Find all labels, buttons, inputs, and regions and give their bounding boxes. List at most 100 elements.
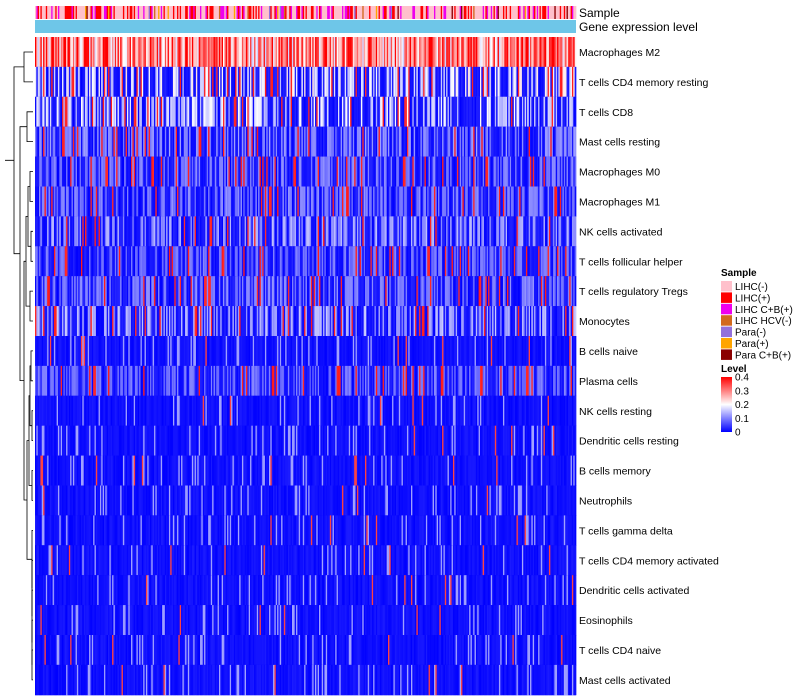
heatmap-cell: [57, 66, 60, 98]
heatmap-cell: [438, 246, 440, 277]
heatmap-cell: [128, 66, 131, 98]
heatmap-cell: [304, 156, 306, 187]
sample-track-cell: [523, 6, 525, 19]
heatmap-cell: [574, 156, 577, 187]
heatmap-cell: [312, 126, 314, 157]
heatmap-cell: [314, 96, 317, 128]
heatmap-cell: [551, 336, 554, 367]
heatmap-cell: [398, 186, 401, 217]
heatmap-cell: [35, 156, 37, 187]
heatmap-cell: [62, 306, 64, 337]
heatmap-cell: [45, 365, 48, 397]
heatmap-cell: [336, 186, 339, 217]
sample-track-cell: [255, 6, 258, 19]
sample-track-cell: [97, 6, 99, 19]
heatmap-cell: [412, 126, 415, 157]
heatmap-cell: [421, 186, 424, 217]
heatmap-cell: [310, 246, 313, 277]
heatmap-cell: [331, 66, 333, 98]
heatmap-cell: [438, 126, 440, 157]
heatmap-cell: [571, 37, 574, 68]
sample-track-cell: [313, 6, 316, 19]
heatmap-cell: [254, 216, 256, 247]
sample-track-cell: [267, 6, 270, 19]
heatmap-cell: [214, 156, 217, 187]
heatmap-cell: [35, 276, 37, 307]
heatmap-cell: [250, 246, 252, 277]
heatmap-cell: [562, 336, 565, 367]
sample-track-cell: [91, 6, 94, 19]
sample-track-cell: [421, 6, 424, 19]
heatmap-cell: [72, 365, 75, 397]
heatmap-cell: [401, 156, 404, 187]
heatmap-cell: [271, 96, 274, 128]
heatmap-cell: [268, 156, 271, 187]
heatmap-cell: [513, 37, 516, 68]
heatmap-cell: [287, 96, 290, 128]
heatmap-cell: [37, 336, 40, 367]
heatmap-cell: [325, 276, 328, 307]
heatmap-cell: [45, 126, 48, 157]
heatmap-cell: [436, 37, 439, 68]
heatmap-cell: [470, 336, 473, 367]
heatmap-cell: [346, 246, 348, 277]
heatmap-cell: [52, 365, 55, 397]
heatmap-cell: [186, 126, 189, 157]
heatmap-cell: [217, 246, 220, 277]
heatmap-cell: [448, 37, 451, 68]
sample-track-cell: [156, 6, 159, 19]
heatmap-cell: [456, 156, 459, 187]
heatmap-cell: [569, 126, 571, 157]
heatmap-cell: [534, 66, 536, 98]
heatmap-cell: [260, 126, 263, 157]
heatmap-cell: [340, 126, 343, 157]
heatmap-cell: [342, 306, 344, 337]
heatmap-cell: [339, 276, 342, 307]
heatmap-cell: [492, 66, 494, 98]
heatmap-cell: [210, 156, 213, 187]
heatmap-cell: [239, 365, 241, 397]
heatmap-cell: [515, 126, 517, 157]
heatmap-cell: [187, 156, 190, 187]
heatmap-row: [35, 276, 577, 307]
heatmap-cell: [49, 156, 52, 187]
heatmap-cell: [216, 66, 218, 98]
heatmap-cell: [121, 306, 124, 337]
sample-track-cell: [489, 6, 492, 19]
heatmap-cell: [470, 37, 473, 68]
heatmap-cell: [60, 186, 63, 217]
heatmap-cell: [227, 156, 229, 187]
heatmap-cell: [51, 37, 53, 68]
sample-track-cell: [116, 6, 118, 19]
heatmap-cell: [504, 37, 507, 68]
heatmap-cell: [160, 246, 163, 277]
heatmap-cell: [162, 156, 164, 187]
heatmap-cell: [154, 336, 156, 367]
heatmap-cell: [470, 66, 473, 98]
heatmap-cell: [567, 186, 570, 217]
heatmap-cell: [159, 276, 162, 307]
heatmap-cell: [370, 156, 373, 187]
heatmap-cell: [291, 306, 294, 337]
sample-track-cell: [563, 6, 566, 19]
heatmap-cell: [492, 37, 494, 68]
heatmap-cell: [306, 336, 309, 367]
heatmap-cell: [451, 126, 454, 157]
heatmap-cell: [162, 96, 164, 128]
heatmap-cell: [218, 126, 221, 157]
heatmap-cell: [191, 37, 194, 68]
heatmap-cell: [477, 37, 479, 68]
sample-track-cell: [120, 6, 122, 19]
heatmap-cell: [44, 246, 47, 277]
heatmap-cell: [274, 156, 277, 187]
heatmap-cell: [145, 96, 148, 128]
sample-track-cell: [415, 6, 417, 19]
heatmap-cell: [337, 276, 340, 307]
heatmap-cell: [140, 37, 143, 68]
heatmap-cell: [509, 216, 512, 247]
heatmap-cell: [465, 96, 467, 128]
heatmap-cell: [302, 156, 305, 187]
heatmap-cell: [60, 37, 63, 68]
heatmap-cell: [494, 186, 497, 217]
heatmap-cell: [369, 37, 371, 68]
